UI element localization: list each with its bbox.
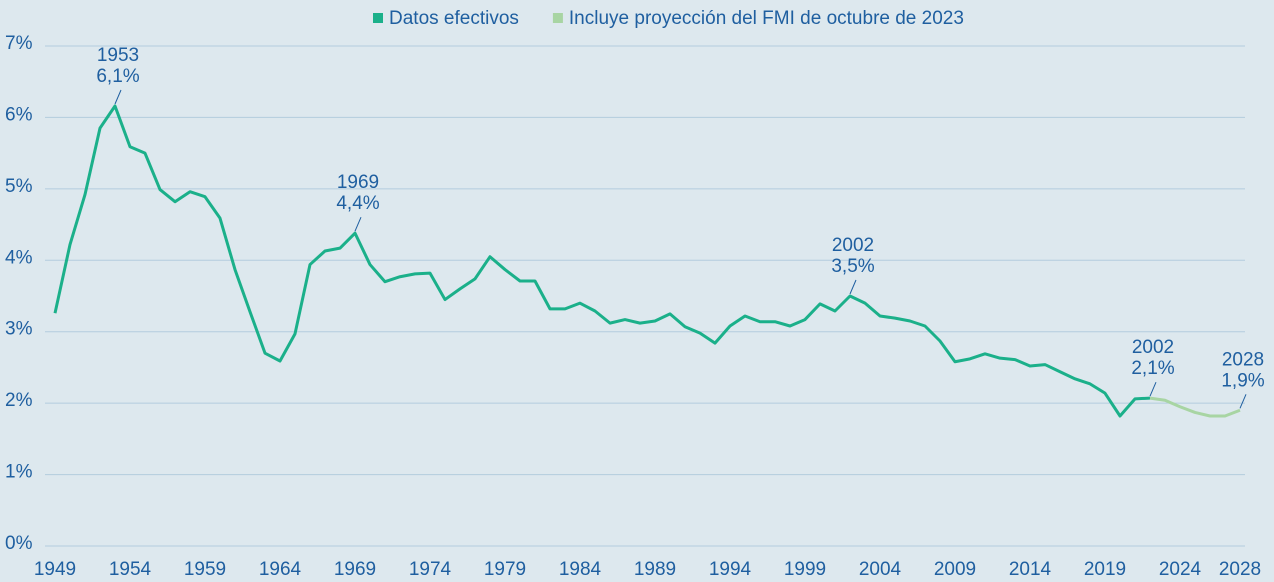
- x-tick-label: 2009: [934, 559, 976, 580]
- x-tick-label: 2014: [1009, 559, 1052, 580]
- x-tick-label: 1969: [334, 559, 376, 580]
- y-tick-label: 6%: [5, 104, 33, 125]
- annotation-title: 1969: [337, 172, 379, 193]
- annotation-leader: [354, 216, 362, 232]
- x-tick-label: 1974: [409, 559, 452, 580]
- annotation-text: 3,5%: [831, 256, 874, 277]
- y-tick-label: 0%: [5, 533, 33, 554]
- annotation-leader: [114, 89, 122, 105]
- annotation-title: 2002: [832, 235, 874, 256]
- legend-label: Incluye proyección del FMI de octubre de…: [569, 8, 964, 29]
- series-line: [53, 104, 1151, 418]
- y-tick-label: 5%: [5, 176, 33, 197]
- annotation-text: 1,9%: [1221, 370, 1264, 391]
- x-tick-label: 1984: [559, 559, 602, 580]
- annotation-text: 4,4%: [336, 193, 379, 214]
- x-tick-label: 1959: [184, 559, 226, 580]
- legend-label: Datos efectivos: [389, 8, 519, 29]
- x-tick-label: 1949: [34, 559, 76, 580]
- x-tick-label: 2024: [1159, 559, 1202, 580]
- x-tick-label: 2028: [1219, 559, 1261, 580]
- legend-swatch: [552, 13, 563, 23]
- y-tick-label: 7%: [5, 33, 33, 54]
- y-tick-label: 3%: [5, 319, 33, 340]
- annotation-leader: [1239, 394, 1247, 409]
- annotation-leader: [1149, 381, 1157, 397]
- x-tick-label: 1994: [709, 559, 752, 580]
- x-tick-label: 1989: [634, 559, 676, 580]
- y-tick-label: 1%: [5, 462, 33, 483]
- annotation-title: 2028: [1222, 349, 1264, 370]
- x-tick-label: 1954: [109, 559, 152, 580]
- series-line: [1149, 396, 1241, 418]
- annotation-leader: [849, 279, 857, 295]
- y-tick-label: 4%: [5, 247, 33, 268]
- annotation-text: 6,1%: [96, 66, 139, 87]
- annotation-text: 2,1%: [1131, 358, 1174, 379]
- x-tick-label: 1964: [259, 559, 302, 580]
- annotation-title: 1953: [97, 45, 139, 66]
- x-tick-label: 2019: [1084, 559, 1126, 580]
- annotation-title: 2002: [1132, 337, 1174, 358]
- x-tick-label: 1979: [484, 559, 526, 580]
- x-tick-label: 1999: [784, 559, 826, 580]
- y-tick-label: 2%: [5, 390, 33, 411]
- legend-swatch: [373, 13, 383, 23]
- x-tick-label: 2004: [859, 559, 902, 580]
